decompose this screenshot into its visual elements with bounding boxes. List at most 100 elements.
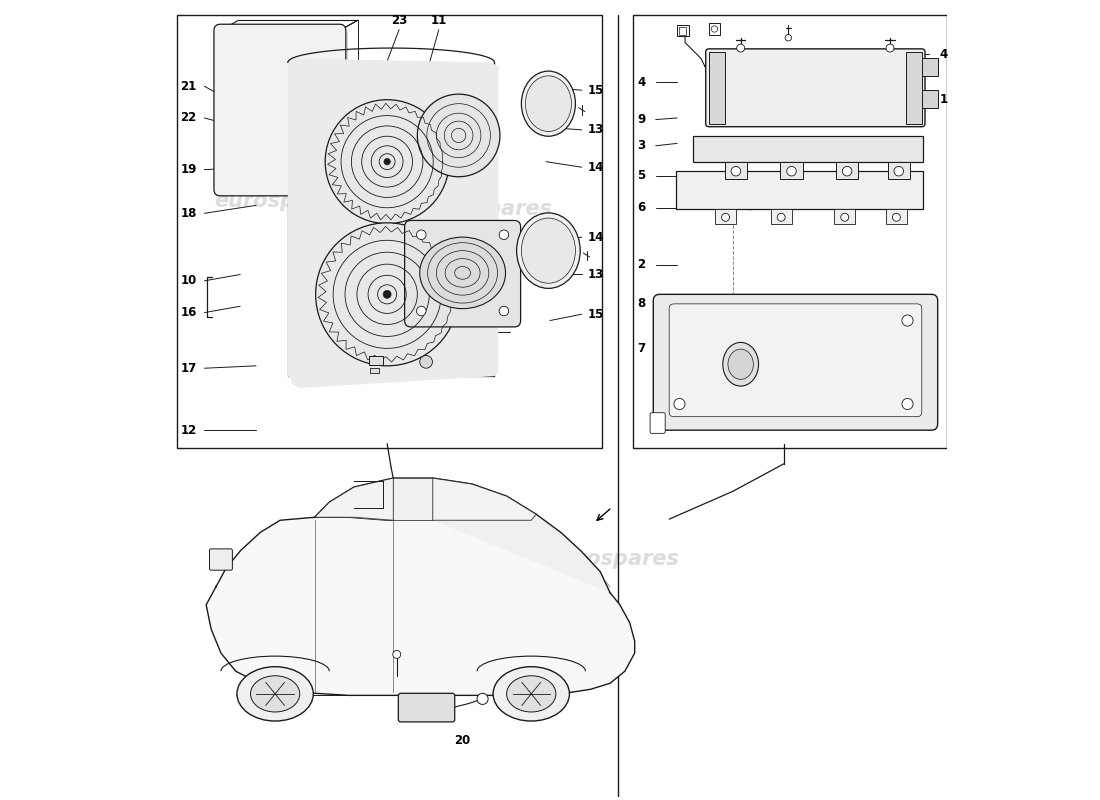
Bar bbox=[887, 210, 906, 224]
Bar bbox=[715, 210, 736, 224]
Bar bbox=[679, 26, 686, 34]
Circle shape bbox=[892, 214, 900, 222]
Text: eurospares: eurospares bbox=[683, 191, 814, 211]
Circle shape bbox=[384, 158, 390, 165]
Circle shape bbox=[712, 26, 717, 32]
Text: 5: 5 bbox=[637, 170, 646, 182]
FancyBboxPatch shape bbox=[398, 694, 454, 722]
Circle shape bbox=[393, 650, 400, 658]
FancyBboxPatch shape bbox=[650, 413, 666, 434]
Text: 14: 14 bbox=[587, 230, 604, 244]
Circle shape bbox=[417, 94, 500, 177]
Ellipse shape bbox=[521, 218, 575, 283]
Text: 3: 3 bbox=[637, 139, 646, 152]
Text: 23: 23 bbox=[390, 14, 407, 26]
Text: 8: 8 bbox=[637, 297, 646, 310]
Text: 15: 15 bbox=[587, 308, 604, 321]
Polygon shape bbox=[220, 30, 340, 190]
Ellipse shape bbox=[251, 676, 300, 712]
FancyBboxPatch shape bbox=[209, 549, 232, 570]
FancyBboxPatch shape bbox=[405, 221, 520, 327]
Circle shape bbox=[383, 290, 392, 298]
Text: 20: 20 bbox=[454, 734, 471, 746]
Bar bbox=[368, 355, 383, 365]
FancyBboxPatch shape bbox=[706, 49, 925, 126]
Bar bbox=[922, 58, 937, 76]
Circle shape bbox=[499, 230, 508, 239]
Circle shape bbox=[737, 44, 745, 52]
Text: 4: 4 bbox=[637, 76, 646, 89]
Circle shape bbox=[417, 306, 426, 316]
Text: 4: 4 bbox=[939, 48, 947, 61]
Text: eurospares: eurospares bbox=[548, 549, 680, 569]
Circle shape bbox=[902, 398, 913, 410]
Circle shape bbox=[902, 315, 913, 326]
Circle shape bbox=[894, 166, 903, 176]
Text: 15: 15 bbox=[587, 84, 604, 97]
Bar bbox=[835, 210, 855, 224]
Text: 18: 18 bbox=[180, 207, 197, 220]
Ellipse shape bbox=[728, 349, 754, 379]
Ellipse shape bbox=[493, 666, 570, 721]
Circle shape bbox=[843, 166, 851, 176]
Bar bbox=[177, 14, 602, 448]
Text: 12: 12 bbox=[180, 424, 197, 437]
Text: 2: 2 bbox=[637, 258, 646, 271]
Text: 13: 13 bbox=[588, 123, 604, 136]
Text: 11: 11 bbox=[431, 14, 447, 26]
Bar bbox=[771, 210, 792, 224]
Bar bbox=[370, 368, 379, 373]
Polygon shape bbox=[315, 478, 394, 520]
Text: 9: 9 bbox=[637, 113, 646, 126]
Circle shape bbox=[722, 214, 729, 222]
Bar bbox=[906, 52, 922, 123]
Circle shape bbox=[420, 355, 432, 368]
Ellipse shape bbox=[507, 676, 556, 712]
Text: eurospares: eurospares bbox=[262, 549, 394, 569]
Circle shape bbox=[840, 214, 849, 222]
Bar bbox=[922, 90, 937, 108]
Circle shape bbox=[732, 166, 740, 176]
FancyBboxPatch shape bbox=[653, 294, 937, 430]
Text: 16: 16 bbox=[180, 306, 197, 319]
Text: 13: 13 bbox=[588, 268, 604, 281]
Ellipse shape bbox=[236, 666, 314, 721]
Text: 14: 14 bbox=[587, 161, 604, 174]
Bar bbox=[675, 171, 923, 210]
Text: 22: 22 bbox=[180, 111, 197, 125]
Text: 19: 19 bbox=[180, 163, 197, 176]
Polygon shape bbox=[432, 478, 536, 520]
Polygon shape bbox=[288, 58, 498, 388]
Ellipse shape bbox=[723, 342, 759, 386]
Text: 6: 6 bbox=[637, 202, 646, 214]
Text: 21: 21 bbox=[180, 80, 197, 93]
Circle shape bbox=[477, 694, 488, 705]
Circle shape bbox=[499, 306, 508, 316]
Bar bbox=[780, 162, 803, 179]
Circle shape bbox=[887, 44, 894, 52]
Text: 10: 10 bbox=[180, 274, 197, 287]
Circle shape bbox=[785, 34, 792, 41]
Polygon shape bbox=[206, 518, 635, 695]
Bar bbox=[634, 14, 947, 448]
Bar bbox=[708, 23, 720, 34]
Bar bbox=[693, 136, 923, 162]
Ellipse shape bbox=[420, 237, 506, 309]
Bar bbox=[678, 25, 689, 36]
FancyBboxPatch shape bbox=[669, 304, 922, 417]
Circle shape bbox=[326, 100, 449, 224]
Polygon shape bbox=[280, 478, 610, 593]
Text: eurospares: eurospares bbox=[420, 199, 552, 219]
Text: 7: 7 bbox=[637, 342, 646, 355]
FancyBboxPatch shape bbox=[214, 24, 345, 196]
Text: 1: 1 bbox=[939, 93, 947, 106]
Text: 17: 17 bbox=[180, 362, 197, 374]
Circle shape bbox=[316, 223, 459, 366]
Circle shape bbox=[778, 214, 785, 222]
Circle shape bbox=[786, 166, 796, 176]
Bar bbox=[836, 162, 858, 179]
Ellipse shape bbox=[517, 213, 580, 288]
Ellipse shape bbox=[521, 71, 575, 136]
Bar bbox=[725, 162, 747, 179]
Text: eurospares: eurospares bbox=[214, 191, 345, 211]
